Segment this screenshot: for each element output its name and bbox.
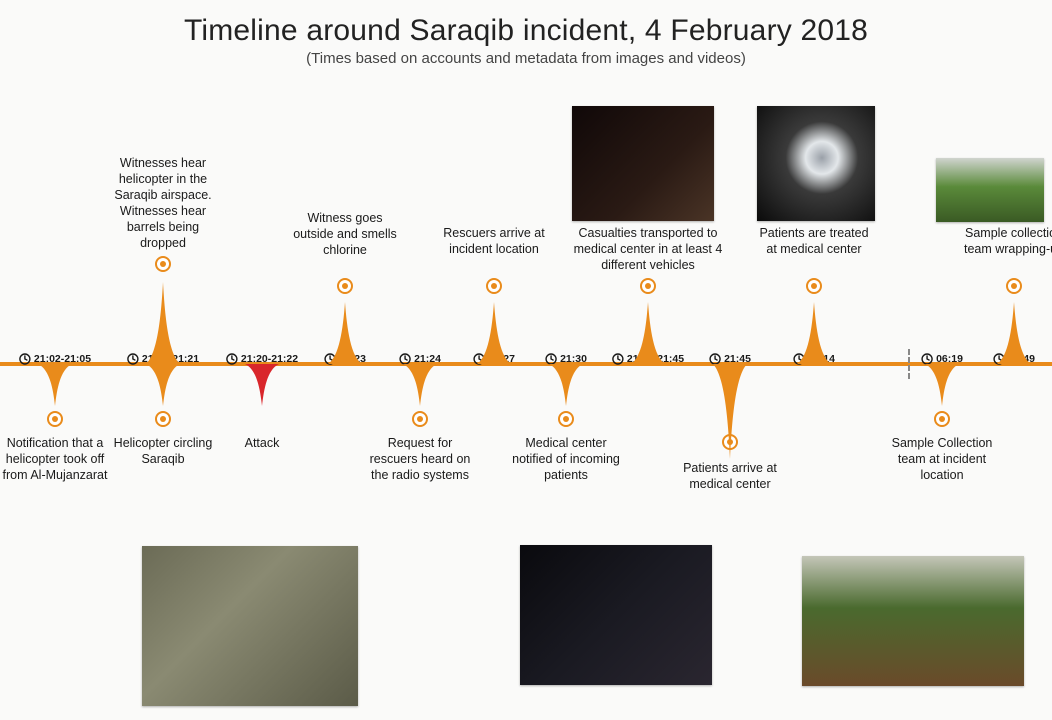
event-dot — [337, 278, 353, 294]
event-label: Patients are treated at medical center — [759, 225, 869, 257]
event-spike — [403, 364, 437, 411]
event-label: Request for rescuers heard on the radio … — [365, 435, 475, 483]
event-label: Medical center notified of incoming pati… — [509, 435, 624, 483]
event-label: Helicopter circling Saraqib — [108, 435, 218, 467]
photo-watch-closeup — [757, 106, 875, 221]
event-label: Notification that a helicopter took off … — [0, 435, 110, 483]
event-label: Witnesses hear helicopter in the Saraqib… — [103, 155, 223, 251]
photo-incident-morning — [802, 556, 1024, 686]
event-spike — [631, 302, 665, 369]
event-spike — [997, 302, 1031, 369]
event-spike — [328, 302, 362, 369]
clock-icon — [19, 353, 31, 365]
event-spike — [713, 364, 747, 464]
event-dot — [486, 278, 502, 294]
event-spike — [38, 364, 72, 411]
event-label: Sample collection team wrapping-up — [959, 225, 1052, 257]
event-spike — [549, 364, 583, 411]
event-label: Attack — [222, 435, 302, 451]
event-dot — [806, 278, 822, 294]
photo-aerial-saraqib — [142, 546, 358, 706]
event-label: Rescuers arrive at incident location — [439, 225, 549, 257]
event-label: Sample Collection team at incident locat… — [887, 435, 997, 483]
event-dot — [47, 411, 63, 427]
event-dot — [934, 411, 950, 427]
event-dot — [155, 256, 171, 272]
photo-sample-team-field — [936, 158, 1044, 222]
event-dot — [155, 411, 171, 427]
photo-rescuers-night — [520, 545, 712, 685]
page-title: Timeline around Saraqib incident, 4 Febr… — [0, 14, 1052, 48]
clock-icon — [612, 353, 624, 365]
clock-icon — [127, 353, 139, 365]
event-spike — [925, 364, 959, 411]
event-spike — [797, 302, 831, 369]
page-subtitle: (Times based on accounts and metadata fr… — [0, 50, 1052, 67]
event-label: Witness goes outside and smells chlorine — [290, 210, 400, 258]
header: Timeline around Saraqib incident, 4 Febr… — [0, 0, 1052, 67]
event-dot — [1006, 278, 1022, 294]
event-dot — [558, 411, 574, 427]
event-dot — [640, 278, 656, 294]
event-spike — [477, 302, 511, 369]
event-label: Patients arrive at medical center — [680, 460, 780, 492]
time-break — [908, 349, 910, 379]
event-spike — [146, 364, 180, 411]
clock-icon — [226, 353, 238, 365]
timeline: 21:02-21:0521:15-21:2121:20-21:2221:2321… — [0, 355, 1052, 373]
event-label: Casualties transported to medical center… — [571, 225, 726, 273]
photo-casualty-transport — [572, 106, 714, 221]
event-spike — [146, 282, 180, 369]
attack-spike — [245, 364, 279, 411]
event-dot — [412, 411, 428, 427]
